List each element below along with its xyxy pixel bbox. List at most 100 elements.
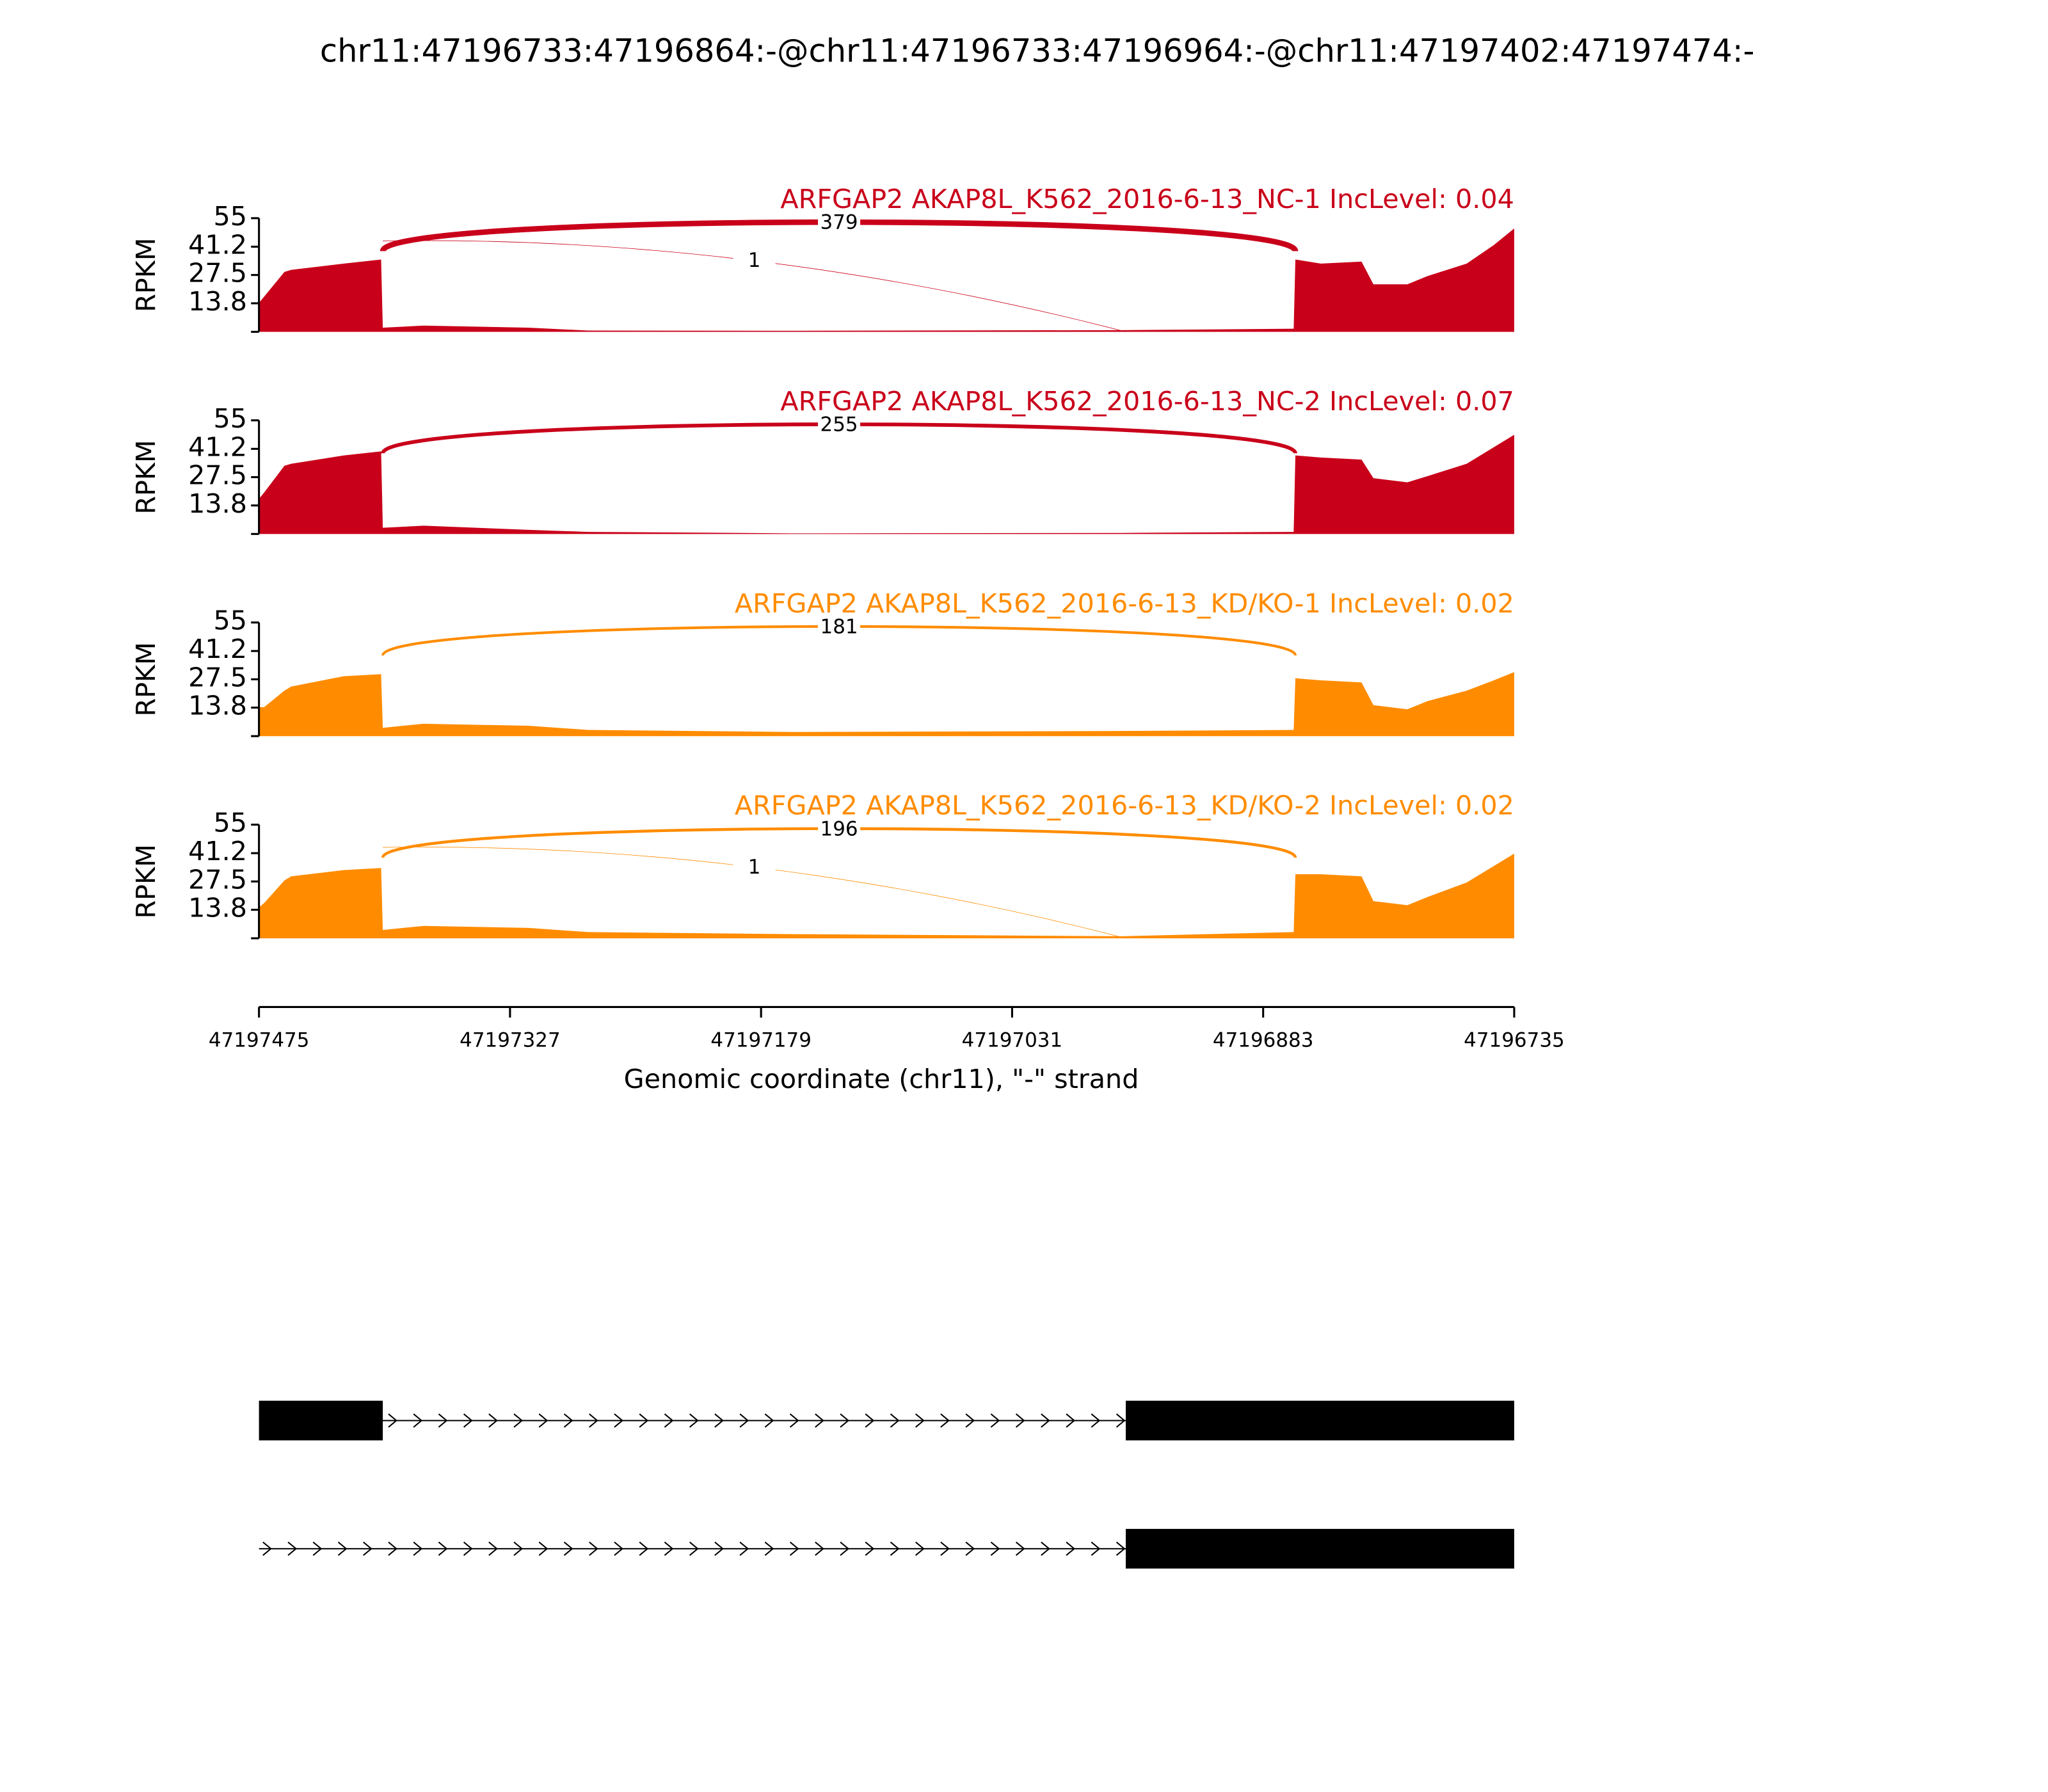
y-tick-label: 41.2: [188, 836, 247, 867]
coverage-area: [259, 853, 1514, 939]
strand-chevron: [865, 1413, 875, 1428]
strand-chevron: [463, 1541, 473, 1556]
strand-chevron: [990, 1413, 1000, 1428]
strand-chevron: [689, 1541, 699, 1556]
strand-chevron: [639, 1541, 649, 1556]
strand-chevron: [664, 1413, 674, 1428]
track-title: ARFGAP2 AKAP8L_K562_2016-6-13_NC-1 IncLe…: [780, 184, 1514, 214]
strand-chevron: [1066, 1541, 1076, 1556]
y-axis-label: RPKM: [131, 238, 161, 312]
y-tick-label: 27.5: [188, 460, 247, 491]
strand-chevron: [739, 1413, 749, 1428]
strand-chevron: [1015, 1541, 1025, 1556]
strand-chevron: [1015, 1413, 1025, 1428]
y-axis-label: RPKM: [131, 642, 161, 716]
strand-chevron: [789, 1413, 799, 1428]
coverage-area: [259, 435, 1514, 534]
y-tick-label: 41.2: [188, 634, 247, 664]
strand-chevron: [815, 1413, 824, 1428]
strand-chevron: [915, 1541, 925, 1556]
strand-chevron: [1116, 1413, 1126, 1428]
y-tick-label: 27.5: [188, 864, 247, 895]
junction-label: 1: [748, 856, 761, 879]
x-tick-label: 47196883: [1213, 1029, 1314, 1052]
coverage-area: [259, 228, 1514, 332]
strand-chevron: [589, 1541, 598, 1556]
x-tick-label: 47197327: [460, 1029, 561, 1052]
strand-chevron: [388, 1541, 397, 1556]
junction-label-bg: [818, 818, 861, 840]
y-tick-label: 55: [214, 201, 248, 232]
y-tick-label: 55: [214, 605, 248, 636]
strand-chevron: [739, 1541, 749, 1556]
junction-label: 379: [820, 211, 858, 234]
strand-chevron: [538, 1413, 548, 1428]
junction-label-bg: [818, 413, 861, 435]
y-axis-label: RPKM: [131, 844, 161, 918]
x-tick-label: 47196735: [1464, 1029, 1565, 1052]
strand-chevron: [513, 1413, 524, 1428]
strand-chevron: [990, 1541, 1000, 1556]
plot-title: chr11:47196733:47196864:-@chr11:47196733…: [320, 32, 1755, 69]
strand-chevron: [1116, 1541, 1126, 1556]
strand-chevron: [388, 1413, 397, 1428]
y-tick-label: 13.8: [188, 488, 247, 519]
strand-chevron: [965, 1541, 975, 1556]
strand-chevron: [1041, 1541, 1050, 1556]
strand-chevron: [840, 1413, 850, 1428]
strand-chevron: [1066, 1413, 1076, 1428]
strand-chevron: [714, 1413, 724, 1428]
strand-chevron: [563, 1413, 573, 1428]
y-tick-label: 13.8: [188, 286, 247, 317]
strand-chevron: [1091, 1413, 1101, 1428]
strand-chevron: [639, 1413, 649, 1428]
strand-chevron: [1041, 1413, 1050, 1428]
strand-chevron: [413, 1541, 423, 1556]
y-tick-label: 41.2: [188, 431, 247, 462]
x-tick-label: 47197475: [209, 1029, 310, 1052]
junction-label: 181: [820, 615, 858, 638]
strand-chevron: [438, 1541, 448, 1556]
strand-chevron: [614, 1541, 623, 1556]
junction-label: 255: [820, 413, 858, 436]
strand-chevron: [714, 1541, 724, 1556]
strand-chevron: [438, 1413, 448, 1428]
y-tick-label: 55: [214, 403, 248, 434]
y-tick-label: 13.8: [188, 691, 247, 721]
strand-chevron: [865, 1541, 875, 1556]
strand-chevron: [940, 1413, 950, 1428]
strand-chevron: [488, 1413, 498, 1428]
exon: [1125, 1528, 1514, 1569]
track-title: ARFGAP2 AKAP8L_K562_2016-6-13_KD/KO-1 In…: [735, 588, 1514, 619]
strand-chevron: [337, 1541, 348, 1556]
strand-chevron: [513, 1541, 524, 1556]
strand-chevron: [488, 1541, 498, 1556]
strand-chevron: [563, 1541, 573, 1556]
strand-chevron: [840, 1541, 850, 1556]
strand-chevron: [890, 1541, 900, 1556]
track-title: ARFGAP2 AKAP8L_K562_2016-6-13_KD/KO-2 In…: [735, 790, 1514, 821]
strand-chevron: [287, 1541, 298, 1556]
strand-chevron: [890, 1413, 900, 1428]
y-tick-label: 13.8: [188, 893, 247, 924]
strand-chevron: [664, 1541, 674, 1556]
y-tick-label: 55: [214, 808, 248, 838]
junction-label: 1: [748, 249, 761, 272]
strand-chevron: [815, 1541, 824, 1556]
strand-chevron: [363, 1541, 372, 1556]
exon: [1125, 1400, 1514, 1441]
strand-chevron: [915, 1413, 925, 1428]
strand-chevron: [262, 1541, 272, 1556]
strand-chevron: [689, 1413, 699, 1428]
junction-label-bg: [818, 211, 861, 233]
exon: [259, 1400, 383, 1441]
strand-chevron: [764, 1541, 774, 1556]
junction-label-bg: [733, 250, 776, 271]
x-tick-label: 47197179: [710, 1029, 812, 1052]
x-axis-label: Genomic coordinate (chr11), "-" strand: [624, 1064, 1139, 1094]
strand-chevron: [413, 1413, 423, 1428]
strand-chevron: [965, 1413, 975, 1428]
junction-label-bg: [818, 616, 861, 637]
y-tick-label: 27.5: [188, 258, 247, 289]
y-tick-label: 27.5: [188, 662, 247, 692]
